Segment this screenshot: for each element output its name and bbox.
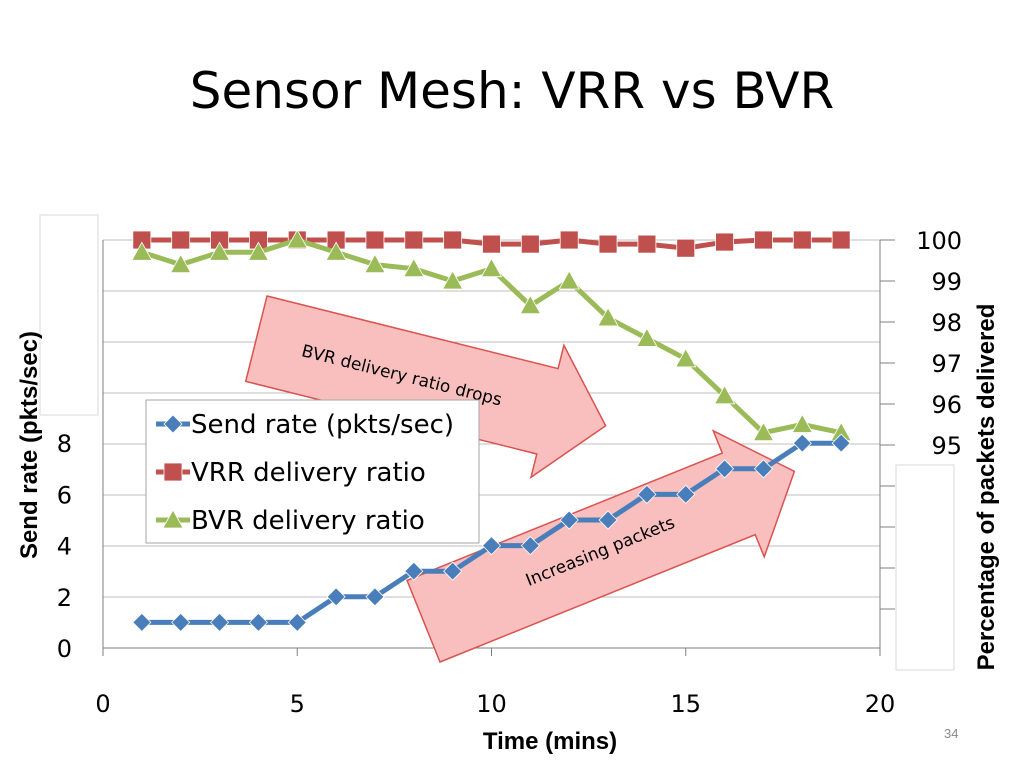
series [131,229,852,632]
data-point [676,484,696,504]
data-point [443,230,463,250]
data-point [287,612,307,632]
data-point [480,257,503,278]
data-point [364,253,386,274]
data-point [520,234,540,254]
data-point [365,587,385,607]
series-diamond [132,433,851,632]
data-point [519,294,542,315]
data-point [752,421,775,442]
data-point [441,270,464,290]
legend-swatch-marker [162,509,184,529]
y-right-tick-label: 100 [916,227,962,255]
data-point [325,241,347,261]
annotation-arrow-drop: BVR delivery ratio drops [244,295,607,479]
series-square [132,230,851,258]
arrow-shape-drop [244,295,607,479]
legend: Send rate (pkts/sec) VRR delivery ratio BV… [145,399,480,544]
data-point [248,612,268,632]
tick-labels: 0 5 10 15 20 0 2 4 6 8 95 96 97 98 99 100 [57,227,962,718]
legend-label: Send rate (pkts/sec) [191,410,454,440]
data-point [636,327,658,347]
data-point [675,348,697,368]
data-point [208,241,231,261]
legend-label: VRR delivery ratio [191,458,426,488]
data-point [482,234,501,254]
data-point [713,384,736,405]
x-tick-label: 20 [865,690,896,718]
data-point [676,238,696,258]
data-point [559,230,579,250]
data-point [598,510,618,530]
data-point [792,230,812,250]
data-point [171,230,191,250]
y-left-tick-label: 0 [57,635,72,663]
legend-box [145,399,480,544]
slide-title: Sensor Mesh: VRR vs BVR [189,62,835,120]
data-point [559,510,579,530]
data-point [831,230,851,250]
legend-item: Send rate (pkts/sec) [156,410,454,440]
data-point [481,536,502,556]
x-tick-label: 0 [95,690,110,718]
data-point [365,230,385,250]
x-tick-label: 10 [476,690,507,718]
data-point [715,459,735,479]
data-point [791,413,813,433]
data-point [558,270,580,290]
placeholder-box-right [895,464,955,671]
placeholder-box-left [39,214,99,416]
data-point [404,561,424,581]
y-axis-right-title: Percentage of packets delivered [973,304,1000,671]
x-axis-title: Time (mins) [483,728,617,755]
data-point [831,433,851,453]
data-point [171,612,191,632]
data-point [209,612,230,632]
y-right-tick-label: 97 [931,350,962,378]
x-tick-label: 5 [290,690,305,718]
data-point [170,253,192,274]
y-left-tick-label: 8 [57,430,72,458]
slide-number: 34 [944,726,959,741]
data-point [404,230,424,250]
data-point [792,433,812,453]
data-point [753,459,774,479]
y-left-tick-label: 4 [57,533,72,561]
data-point [443,561,463,581]
legend-swatch-marker [163,462,183,482]
data-point [754,230,773,250]
legend-label: BVR delivery ratio [191,506,425,536]
data-point [247,241,270,261]
data-point [132,612,152,632]
data-point [598,234,618,254]
data-point [326,587,346,607]
data-point [637,484,657,504]
data-point [403,257,425,278]
data-point [637,234,657,254]
data-point [131,241,153,261]
data-point [520,536,540,556]
y-right-tick-label: 99 [931,268,962,296]
legend-item: VRR delivery ratio [156,458,426,488]
y-axis-left-title: Send rate (pkts/sec) [16,331,43,559]
y-left-tick-label: 2 [57,584,72,612]
data-point [597,307,619,327]
x-tick-label: 15 [670,690,701,718]
y-left-tick-label: 6 [57,481,72,509]
axes [39,214,955,671]
y-right-tick-label: 96 [931,391,962,419]
series-triangle [131,229,852,442]
legend-item: BVR delivery ratio [156,506,425,536]
legend-swatch-marker [163,414,183,434]
y-right-tick-label: 95 [931,432,962,460]
data-point [715,232,734,252]
y-right-tick-label: 98 [931,309,962,337]
data-point [286,229,308,249]
